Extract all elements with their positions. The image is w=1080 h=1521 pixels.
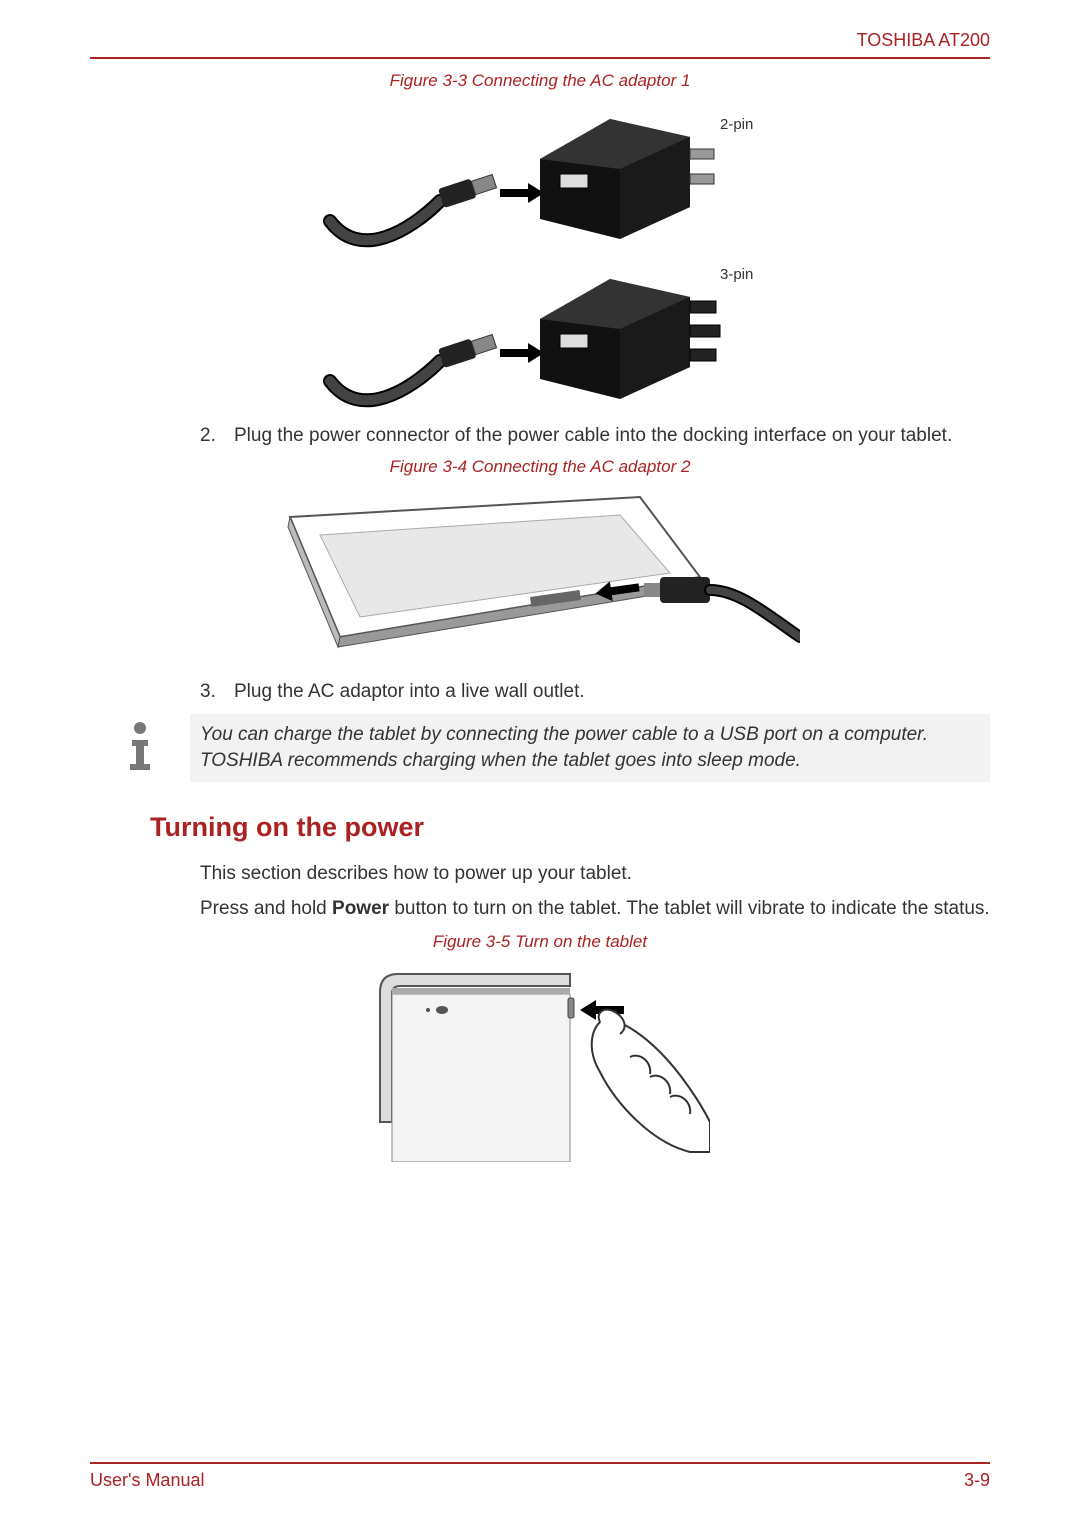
figure-3-3-image: 2-pin 3-pin — [90, 101, 990, 411]
figure-3-4-image — [90, 487, 990, 667]
step-2-number: 2. — [200, 423, 234, 449]
figure-3-5-caption: Figure 3-5 Turn on the tablet — [90, 932, 990, 952]
step-3-number: 3. — [200, 679, 234, 705]
footer-right: 3-9 — [964, 1470, 990, 1491]
para2-b: button to turn on the tablet. The tablet… — [389, 898, 990, 919]
section-para-1: This section describes how to power up y… — [200, 861, 990, 887]
section-heading-turning-on-power: Turning on the power — [150, 812, 990, 843]
figure-3-5-image — [90, 962, 990, 1162]
para2-a: Press and hold — [200, 898, 332, 919]
figure-3-3-caption: Figure 3-3 Connecting the AC adaptor 1 — [90, 71, 990, 91]
step-2-text: Plug the power connector of the power ca… — [234, 423, 952, 449]
label-3pin: 3-pin — [720, 266, 753, 283]
figure-3-4-caption: Figure 3-4 Connecting the AC adaptor 2 — [90, 457, 990, 477]
step-3: 3. Plug the AC adaptor into a live wall … — [200, 679, 990, 705]
info-note: You can charge the tablet by connecting … — [90, 714, 990, 781]
page-footer: User's Manual 3-9 — [90, 1462, 990, 1491]
info-icon — [90, 714, 190, 772]
label-2pin: 2-pin — [720, 116, 753, 133]
section-para-2: Press and hold Power button to turn on t… — [200, 896, 990, 922]
footer-left: User's Manual — [90, 1470, 204, 1491]
page-header: TOSHIBA AT200 — [90, 30, 990, 59]
info-note-text: You can charge the tablet by connecting … — [190, 714, 990, 781]
step-3-text: Plug the AC adaptor into a live wall out… — [234, 679, 585, 705]
step-2: 2. Plug the power connector of the power… — [200, 423, 990, 449]
para2-bold: Power — [332, 898, 389, 919]
